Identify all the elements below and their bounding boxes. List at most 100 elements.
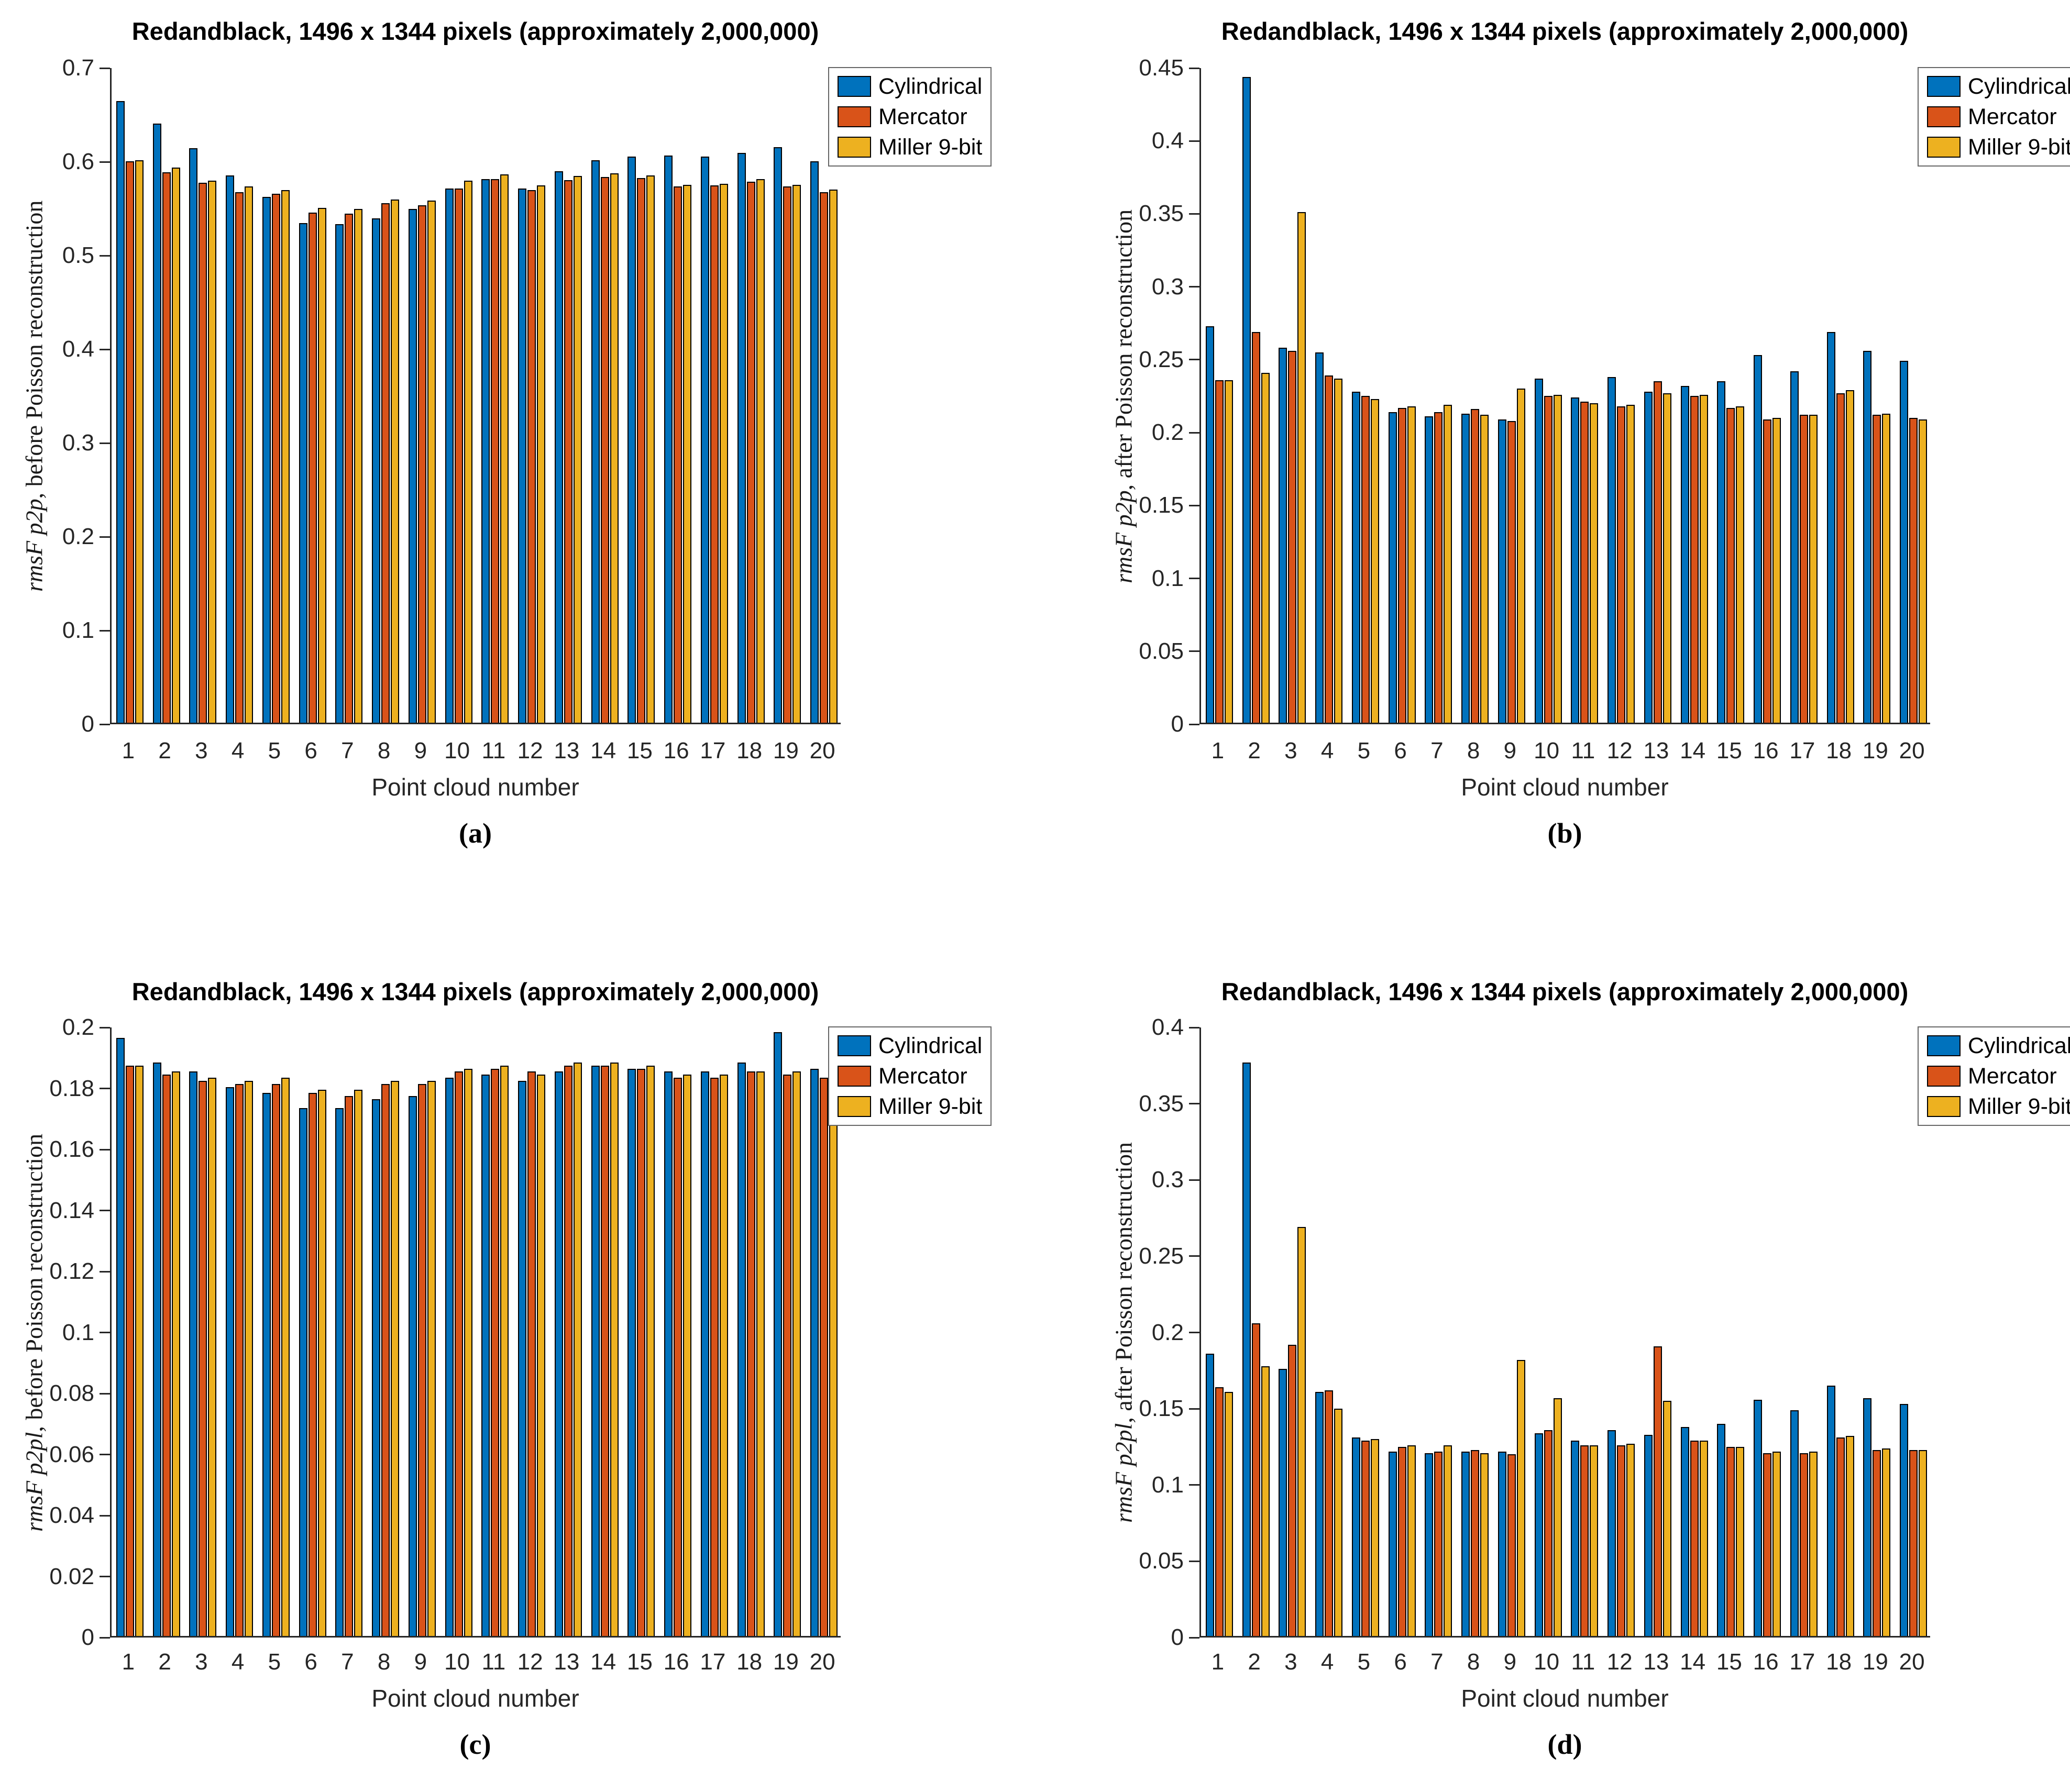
x-tick-label-a-11: 11 <box>481 738 506 764</box>
x-tick-label-c-15: 15 <box>626 1649 653 1675</box>
bar-c-mercator-11 <box>491 1068 500 1636</box>
bar-a-mercator-10 <box>454 188 463 723</box>
bar-b-mercator-17 <box>1799 415 1808 723</box>
bar-c-cylindrical-19 <box>774 1032 783 1636</box>
bar-a-miller-9-bit-10 <box>464 181 472 723</box>
x-tick-label-c-3: 3 <box>195 1649 208 1675</box>
bar-d-cylindrical-1 <box>1205 1354 1214 1636</box>
y-tick-mark-d <box>1189 1026 1199 1028</box>
y-tick-mark-b <box>1189 67 1199 69</box>
bar-a-miller-9-bit-12 <box>537 185 546 723</box>
y-tick-label-a: 0.4 <box>62 336 94 362</box>
y-tick-mark-d <box>1189 1484 1199 1486</box>
bar-c-mercator-7 <box>345 1096 354 1636</box>
y-tick-label-c: 0 <box>81 1624 94 1650</box>
bar-a-mercator-1 <box>125 161 134 723</box>
x-tick-label-d-1: 1 <box>1211 1649 1225 1675</box>
y-tick-mark-c <box>100 1148 110 1151</box>
bar-c-mercator-16 <box>674 1078 682 1636</box>
bar-c-mercator-10 <box>454 1071 463 1636</box>
bar-b-mercator-1 <box>1215 380 1224 723</box>
chart-title-d: Redandblack, 1496 x 1344 pixels (approxi… <box>1221 978 1909 1005</box>
bar-c-miller-9-bit-8 <box>391 1080 400 1636</box>
x-tick-label-a-9: 9 <box>414 738 427 764</box>
bar-c-mercator-19 <box>783 1075 792 1636</box>
x-tick-label-a-5: 5 <box>268 738 281 764</box>
bar-d-mercator-14 <box>1690 1441 1699 1636</box>
x-tick-label-b-19: 19 <box>1862 738 1888 764</box>
bar-a-miller-9-bit-7 <box>354 209 363 723</box>
x-tick-label-d-17: 17 <box>1789 1649 1815 1675</box>
bar-a-mercator-2 <box>162 172 171 723</box>
y-tick-label-d: 0.05 <box>1139 1548 1184 1574</box>
bar-b-mercator-19 <box>1873 415 1881 723</box>
y-tick-mark-c <box>100 1636 110 1639</box>
x-tick-label-b-18: 18 <box>1826 738 1852 764</box>
bar-d-mercator-2 <box>1251 1323 1260 1636</box>
bar-a-cylindrical-14 <box>591 160 600 723</box>
bar-a-cylindrical-3 <box>189 148 198 723</box>
bar-a-cylindrical-11 <box>481 179 490 723</box>
bar-b-mercator-8 <box>1471 409 1480 723</box>
x-tick-label-b-14: 14 <box>1680 738 1706 764</box>
bar-c-miller-9-bit-2 <box>171 1071 180 1636</box>
bar-d-cylindrical-20 <box>1900 1404 1909 1636</box>
bar-c-miller-9-bit-11 <box>500 1065 509 1636</box>
legend-d: Cylindrical Mercator Miller 9-bit <box>1918 1026 2070 1126</box>
legend-swatch-mercator <box>1927 106 1961 127</box>
bar-a-cylindrical-16 <box>664 156 673 723</box>
y-tick-mark-b <box>1189 140 1199 142</box>
y-tick-label-d: 0.1 <box>1151 1472 1184 1498</box>
bar-c-mercator-4 <box>235 1083 244 1636</box>
bar-d-cylindrical-9 <box>1498 1451 1506 1636</box>
bar-b-cylindrical-18 <box>1826 331 1835 723</box>
bar-c-miller-9-bit-7 <box>354 1090 363 1636</box>
bar-b-cylindrical-9 <box>1498 419 1506 723</box>
x-tick-label-c-5: 5 <box>268 1649 281 1675</box>
bar-c-cylindrical-6 <box>299 1108 307 1636</box>
bar-c-mercator-5 <box>271 1083 280 1636</box>
y-tick-label-c: 0.06 <box>49 1441 94 1467</box>
bar-a-mercator-14 <box>600 177 609 723</box>
bar-a-cylindrical-15 <box>627 156 636 723</box>
y-tick-label-b: 0.3 <box>1151 273 1184 300</box>
legend-swatch-miller-9-bit <box>1927 1096 1961 1117</box>
bar-c-miller-9-bit-6 <box>317 1090 326 1636</box>
y-tick-mark-a <box>100 255 110 257</box>
bar-d-miller-9-bit-12 <box>1626 1444 1635 1636</box>
bar-b-cylindrical-10 <box>1534 378 1543 723</box>
y-tick-label-c: 0.04 <box>49 1502 94 1528</box>
bar-b-miller-9-bit-15 <box>1736 406 1745 723</box>
x-tick-label-c-20: 20 <box>809 1649 835 1675</box>
x-tick-label-c-12: 12 <box>517 1649 543 1675</box>
bar-d-miller-9-bit-3 <box>1297 1227 1306 1636</box>
bar-a-miller-9-bit-19 <box>792 184 801 723</box>
x-tick-label-b-16: 16 <box>1753 738 1779 764</box>
x-axis-label-b: Point cloud number <box>1461 773 1669 801</box>
bar-a-miller-9-bit-20 <box>829 189 838 723</box>
bar-a-cylindrical-7 <box>335 224 344 723</box>
y-tick-label-a: 0 <box>81 711 94 737</box>
y-tick-label-b: 0.1 <box>1151 565 1184 591</box>
bar-b-cylindrical-2 <box>1242 76 1251 723</box>
bar-b-mercator-13 <box>1653 381 1662 723</box>
y-tick-mark-d <box>1189 1103 1199 1105</box>
bar-d-miller-9-bit-4 <box>1334 1409 1343 1636</box>
bar-b-mercator-20 <box>1909 418 1918 723</box>
bar-b-mercator-12 <box>1617 406 1626 723</box>
y-tick-mark-d <box>1189 1636 1199 1639</box>
bar-c-miller-9-bit-17 <box>719 1075 728 1636</box>
bar-a-miller-9-bit-9 <box>427 200 436 723</box>
bar-a-miller-9-bit-5 <box>281 190 290 723</box>
x-tick-label-b-20: 20 <box>1899 738 1925 764</box>
bar-d-mercator-5 <box>1361 1441 1370 1636</box>
bar-c-mercator-9 <box>417 1083 426 1636</box>
bar-b-miller-9-bit-13 <box>1662 393 1671 723</box>
x-tick-label-d-13: 13 <box>1643 1649 1669 1675</box>
bar-d-cylindrical-6 <box>1388 1451 1397 1636</box>
x-tick-label-d-14: 14 <box>1680 1649 1706 1675</box>
legend-b: Cylindrical Mercator Miller 9-bit <box>1918 67 2070 167</box>
legend-a: Cylindrical Mercator Miller 9-bit <box>828 67 992 167</box>
bar-a-mercator-9 <box>417 205 426 723</box>
bar-c-cylindrical-4 <box>226 1087 235 1636</box>
